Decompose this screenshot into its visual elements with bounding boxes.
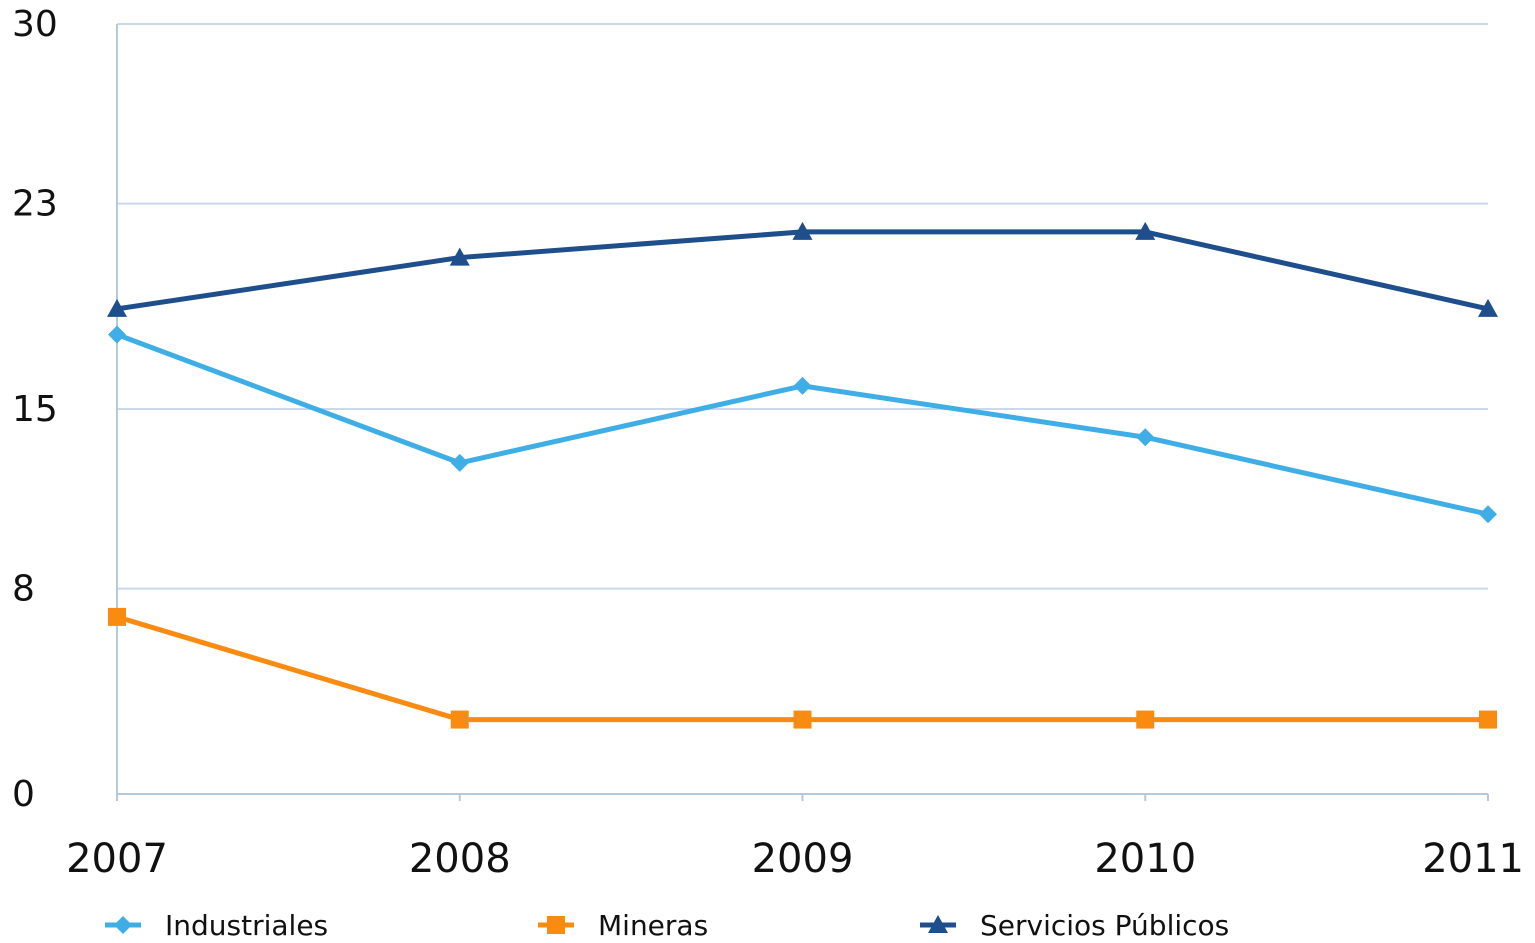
legend-swatch-marker	[114, 916, 132, 934]
legend-item-industriales: Industriales	[105, 909, 328, 942]
legend-item-mineras: Mineras	[538, 909, 708, 942]
y-axis-tick-labels: 0 8 15 23 30	[12, 4, 58, 815]
series-line-mineras	[116, 614, 1488, 723]
data-point-servicios-publicos	[1135, 221, 1156, 240]
x-tick-label: 2010	[1094, 836, 1196, 882]
x-axis-tick-labels: 2007 2008 2009 2010 2011	[66, 836, 1524, 882]
series-line-industriales	[116, 332, 1489, 517]
data-point-servicios-publicos	[107, 298, 127, 317]
legend-item-servicios-publicos: Servicios Públicos	[920, 909, 1229, 942]
x-tick-label: 2008	[409, 836, 511, 882]
legend-swatch-marker	[928, 915, 948, 933]
legend: Industriales Mineras Servicios Públicos	[105, 909, 1229, 942]
data-point-mineras	[450, 710, 469, 729]
y-tick-label: 15	[12, 389, 58, 430]
y-tick-label: 30	[12, 4, 58, 45]
series-markers	[107, 221, 1498, 729]
data-point-industriales	[793, 376, 812, 395]
series-line-servicios-publicos	[116, 229, 1489, 312]
data-point-servicios-publicos	[1478, 298, 1498, 317]
legend-label: Mineras	[598, 909, 708, 942]
x-tick-label: 2009	[752, 836, 854, 882]
x-tick-label: 2007	[66, 836, 168, 882]
data-point-mineras	[1136, 710, 1155, 729]
data-point-servicios-publicos	[449, 247, 470, 266]
data-point-mineras	[1479, 710, 1497, 729]
series-lines	[116, 229, 1489, 723]
y-tick-label: 23	[12, 184, 58, 225]
x-tick-label: 2011	[1422, 836, 1524, 882]
legend-swatch-marker	[547, 916, 565, 934]
data-point-servicios-publicos	[792, 221, 813, 240]
y-tick-label: 8	[12, 569, 35, 610]
y-tick-label: 0	[12, 774, 35, 815]
legend-label: Servicios Públicos	[980, 909, 1229, 942]
data-point-mineras	[793, 710, 812, 729]
legend-label: Industriales	[165, 909, 328, 942]
axes	[116, 24, 1489, 801]
data-point-mineras	[108, 607, 126, 626]
gridlines	[117, 23, 1488, 590]
data-point-industriales	[108, 325, 126, 344]
data-point-industriales	[1479, 505, 1497, 524]
data-point-industriales	[450, 453, 469, 472]
data-point-industriales	[1136, 428, 1155, 447]
